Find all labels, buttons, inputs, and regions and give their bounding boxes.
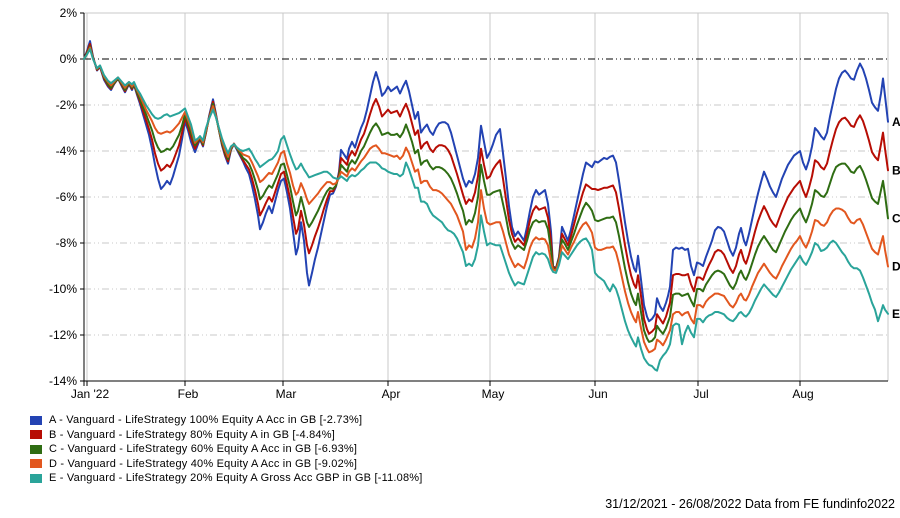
legend-label-A: A - Vanguard - LifeStrategy 100% Equity … [49, 414, 363, 426]
series-end-label-E: E [892, 307, 900, 321]
y-axis-label: -2% [56, 98, 78, 112]
legend-item-C: C - Vanguard - LifeStrategy 60% Equity A… [30, 442, 423, 456]
legend-swatch-E [30, 473, 42, 483]
legend-label-B: B - Vanguard - LifeStrategy 80% Equity A… [49, 428, 335, 441]
legend-item-A: A - Vanguard - LifeStrategy 100% Equity … [30, 413, 423, 427]
chart-legend: A - Vanguard - LifeStrategy 100% Equity … [30, 413, 423, 486]
footer-date-range: 31/12/2021 - 26/08/2022 Data from FE fun… [605, 497, 895, 511]
x-axis-label: Jul [693, 387, 708, 401]
y-axis-label: -14% [49, 374, 77, 388]
series-line-A [83, 40, 889, 323]
legend-item-E: E - Vanguard - LifeStrategy 20% Equity A… [30, 471, 423, 485]
x-axis-label: Jun [588, 387, 607, 401]
legend-item-D: D - Vanguard - LifeStrategy 40% Equity A… [30, 457, 423, 471]
y-axis-label: -8% [56, 236, 78, 250]
series-end-label-C: C [892, 211, 900, 225]
legend-label-D: D - Vanguard - LifeStrategy 40% Equity A… [49, 457, 358, 470]
y-axis-label: -6% [56, 190, 78, 204]
series-line-C [83, 45, 889, 343]
y-axis-label: -10% [49, 282, 77, 296]
y-axis-label: 0% [60, 52, 78, 66]
x-axis-label: Mar [276, 387, 297, 401]
legend-swatch-B [30, 430, 42, 439]
legend-label-C: C - Vanguard - LifeStrategy 60% Equity A… [49, 443, 358, 455]
legend-swatch-A [30, 415, 42, 425]
legend-label-E: E - Vanguard - LifeStrategy 20% Equity A… [49, 472, 423, 484]
x-axis-label: Apr [382, 387, 401, 401]
legend-swatch-D [30, 459, 42, 468]
x-axis-label: May [482, 387, 505, 401]
series-line-D [83, 46, 889, 354]
legend-swatch-C [30, 444, 42, 454]
y-axis-label: 2% [60, 6, 78, 20]
series-end-label-B: B [892, 163, 900, 177]
legend-item-B: B - Vanguard - LifeStrategy 80% Equity A… [30, 428, 423, 442]
y-axis-label: -12% [49, 328, 77, 342]
y-axis-label: -4% [56, 144, 78, 158]
x-axis-label: Jan '22 [71, 387, 110, 401]
series-end-label-A: A [892, 115, 900, 129]
series-line-E [83, 48, 889, 372]
series-end-label-D: D [892, 259, 900, 273]
x-axis-label: Aug [792, 387, 813, 401]
x-axis-label: Feb [178, 387, 199, 401]
